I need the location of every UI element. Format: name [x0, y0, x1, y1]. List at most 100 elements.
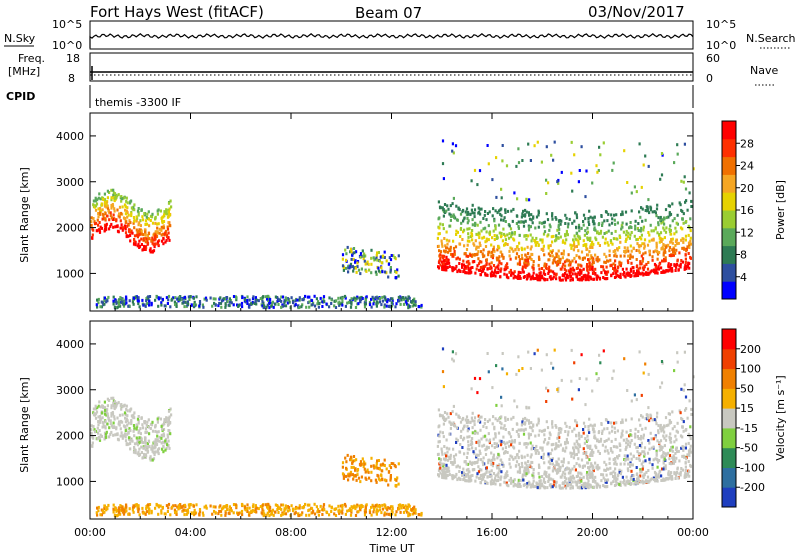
- power-cell: [465, 271, 468, 275]
- power-cell: [385, 271, 388, 275]
- velocity-cell: [144, 438, 147, 442]
- velocity-cell: [438, 440, 441, 444]
- power-cell: [471, 223, 474, 227]
- velocity-cell: [112, 507, 115, 511]
- power-cell: [675, 263, 679, 266]
- velocity-cell: [575, 424, 579, 428]
- power-cell: [133, 238, 136, 241]
- power-cell: [529, 247, 532, 251]
- power-cell: [110, 188, 113, 192]
- velocity-cell: [301, 506, 304, 510]
- velocity-cell: [148, 432, 151, 436]
- velocity-cell: [652, 476, 655, 480]
- power-cell: [659, 231, 663, 235]
- velocity-cell: [671, 445, 674, 449]
- power-cell: [437, 217, 440, 221]
- velocity-cell: [128, 507, 131, 511]
- velocity-cell: [148, 507, 151, 511]
- power-cell: [484, 226, 487, 230]
- velocity-cell: [399, 504, 402, 508]
- power-cell: [462, 219, 465, 223]
- power-cell: [262, 306, 265, 310]
- velocity-cell: [113, 417, 116, 421]
- velocity-cell: [689, 425, 692, 429]
- power-cell: [564, 278, 568, 282]
- power-cell: [277, 303, 280, 306]
- power-cell: [298, 298, 301, 302]
- power-cell: [488, 210, 491, 214]
- velocity-cell: [446, 468, 449, 472]
- power-cell: [550, 235, 553, 239]
- velocity-cell: [621, 420, 624, 424]
- power-cell: [582, 213, 586, 217]
- power-cell: [618, 262, 621, 266]
- power-cell: [439, 206, 442, 210]
- power-cell: [246, 302, 249, 305]
- power-cell: [167, 208, 170, 212]
- velocity-cell: [149, 455, 152, 459]
- power-cell: [442, 177, 445, 181]
- power-cell: [648, 253, 651, 257]
- power-cell: [308, 305, 311, 309]
- power-cell: [165, 296, 168, 300]
- velocity-cell: [640, 462, 643, 466]
- velocity-cell: [139, 427, 142, 431]
- power-cell: [664, 244, 667, 248]
- velocity-cell: [563, 468, 567, 472]
- velocity-cell: [667, 412, 670, 416]
- power-cell: [689, 239, 692, 243]
- velocity-cell: [165, 504, 168, 508]
- velocity-cell: [474, 479, 477, 483]
- velocity-cell: [580, 434, 583, 438]
- velocity-cell: [662, 434, 665, 438]
- velocity-cell: [140, 416, 143, 420]
- velocity-cell: [127, 512, 130, 516]
- velocity-cell: [361, 505, 364, 508]
- velocity-cell: [548, 473, 551, 477]
- power-cell: [437, 200, 440, 204]
- velocity-cell: [614, 471, 617, 475]
- velocity-cell: [461, 471, 464, 475]
- velocity-cell: [664, 467, 667, 471]
- velocity-cell: [539, 482, 542, 486]
- power-cell: [477, 262, 481, 266]
- velocity-cell: [642, 481, 645, 485]
- velocity-cell: [565, 424, 568, 428]
- velocity-cell: [228, 505, 231, 509]
- power-cell: [650, 269, 653, 273]
- power-cell: [485, 218, 488, 222]
- velocity-cell: [508, 432, 511, 436]
- power-cell: [578, 268, 582, 272]
- power-cell: [225, 296, 229, 299]
- velocity-cell: [465, 468, 468, 472]
- power-cell: [575, 238, 578, 242]
- power-cell: [518, 233, 521, 237]
- velocity-cell: [676, 421, 679, 425]
- power-cell: [298, 296, 301, 300]
- power-cell: [413, 301, 416, 304]
- colorbar-segment: [722, 245, 736, 264]
- velocity-cell: [343, 502, 347, 506]
- power-cell: [451, 253, 454, 257]
- power-cell: [549, 277, 553, 281]
- power-cell: [222, 297, 225, 301]
- power-cell: [536, 241, 539, 244]
- power-cell: [452, 239, 455, 243]
- velocity-cell: [198, 510, 202, 514]
- power-cell: [339, 296, 342, 300]
- velocity-cell: [127, 421, 130, 425]
- velocity-cell: [582, 421, 586, 425]
- power-cell: [145, 299, 148, 303]
- power-cell: [469, 268, 472, 272]
- velocity-cell: [655, 415, 659, 419]
- velocity-cell: [357, 510, 360, 514]
- power-cell: [643, 264, 646, 268]
- power-cell: [638, 142, 641, 146]
- velocity-cell: [105, 435, 108, 439]
- power-cell: [545, 263, 548, 267]
- velocity-cell: [252, 503, 255, 507]
- velocity-cell: [614, 476, 617, 480]
- power-cell: [559, 261, 562, 264]
- velocity-cell: [270, 512, 273, 516]
- power-cell: [354, 299, 357, 303]
